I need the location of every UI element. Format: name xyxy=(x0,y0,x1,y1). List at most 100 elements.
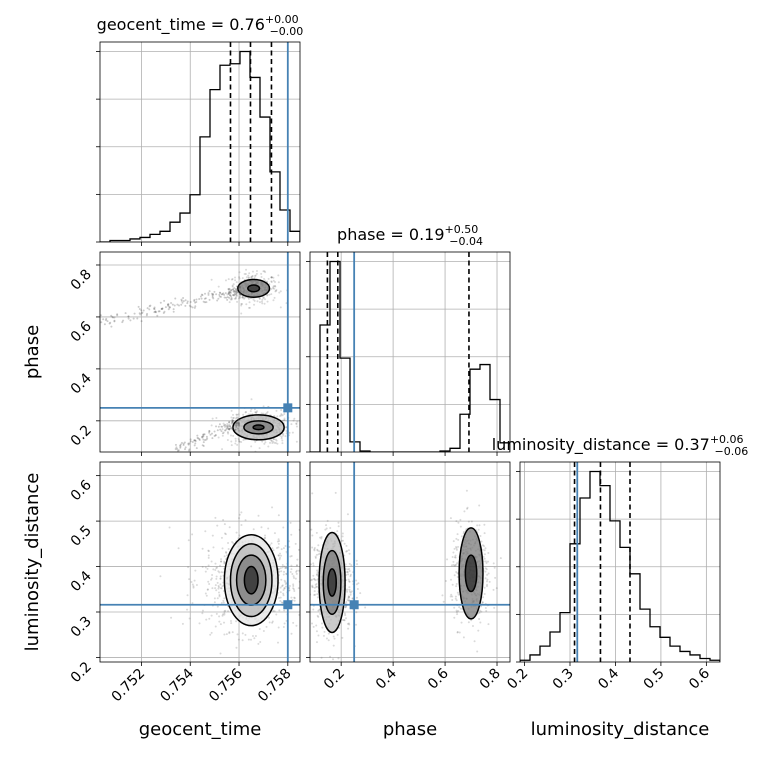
sample-point xyxy=(170,616,173,619)
panel-frame xyxy=(99,41,301,243)
sample-point xyxy=(226,426,229,429)
sample-point xyxy=(459,525,462,528)
y-tick-label: 0.6 xyxy=(68,477,95,504)
sample-point xyxy=(256,410,259,413)
sample-point xyxy=(478,609,481,612)
tail-points xyxy=(174,417,241,452)
sample-point xyxy=(280,578,283,581)
sample-point xyxy=(227,287,230,290)
sample-point xyxy=(281,442,284,445)
sample-point xyxy=(485,562,488,565)
contour-line xyxy=(464,554,478,593)
sample-point xyxy=(214,434,217,437)
sample-point xyxy=(189,438,192,441)
y-tick-label: 0.4 xyxy=(68,370,95,397)
sample-point xyxy=(312,564,315,567)
sample-point xyxy=(273,287,276,290)
hist-panel-geocent_time: geocent_time = 0.76+0.00 −0.00 xyxy=(96,13,303,243)
scatter-area xyxy=(100,462,310,662)
sample-point xyxy=(223,633,226,636)
sample-point xyxy=(307,543,309,545)
sample-point xyxy=(482,555,485,558)
sample-point xyxy=(267,277,270,280)
sample-point xyxy=(110,325,113,328)
sample-point xyxy=(104,319,107,322)
sample-point xyxy=(240,303,243,306)
sample-point xyxy=(310,563,313,566)
sample-point xyxy=(193,299,196,302)
sample-point xyxy=(256,300,259,303)
sample-point xyxy=(346,599,349,602)
sample-point xyxy=(219,623,222,626)
sample-point xyxy=(308,554,310,556)
sample-point xyxy=(234,428,237,431)
sample-point xyxy=(293,596,296,599)
sample-point xyxy=(283,587,286,590)
sample-point xyxy=(222,571,225,574)
sample-point xyxy=(236,290,239,293)
sample-point xyxy=(292,419,295,422)
sample-point xyxy=(233,290,236,293)
sample-point xyxy=(230,409,233,412)
sample-point xyxy=(194,442,197,445)
sample-point xyxy=(278,552,281,555)
sample-point xyxy=(290,423,293,426)
sample-point xyxy=(224,532,227,535)
sample-point xyxy=(234,440,237,443)
sample-point xyxy=(260,300,263,303)
sample-point xyxy=(211,417,214,420)
sample-point xyxy=(217,297,220,300)
sample-point xyxy=(257,514,260,517)
sample-point xyxy=(348,580,351,583)
sample-point xyxy=(242,296,245,299)
sample-point xyxy=(225,427,228,430)
sample-point xyxy=(301,579,303,581)
sample-point xyxy=(189,305,192,308)
sample-point xyxy=(238,286,241,289)
sample-point xyxy=(225,633,228,636)
sample-point xyxy=(348,596,351,599)
sample-point xyxy=(231,288,234,291)
sample-point xyxy=(284,581,287,584)
sample-point xyxy=(233,293,236,296)
sample-point xyxy=(220,425,223,428)
sample-point xyxy=(224,279,227,282)
sample-point xyxy=(270,276,273,279)
sample-point xyxy=(235,293,238,296)
sample-point xyxy=(276,415,279,418)
x-axis-label: luminosity_distance xyxy=(531,719,710,740)
sample-point xyxy=(350,590,353,593)
sample-point xyxy=(235,291,238,294)
sample-point xyxy=(182,442,185,445)
sample-point xyxy=(477,629,480,632)
sample-point xyxy=(316,593,319,596)
sample-point xyxy=(307,564,309,566)
sample-point xyxy=(452,563,455,566)
sample-point xyxy=(168,306,171,309)
sample-point xyxy=(179,446,182,449)
hist-area xyxy=(310,252,510,452)
sample-point xyxy=(186,608,189,611)
sample-point xyxy=(296,558,299,561)
sample-point xyxy=(302,585,304,587)
sample-point xyxy=(278,291,281,294)
sample-point xyxy=(313,593,316,596)
title-text: geocent_time = 0.76 xyxy=(97,15,265,35)
sample-point xyxy=(301,581,303,583)
sample-point xyxy=(355,579,358,582)
sample-point xyxy=(283,579,286,582)
panel-frame xyxy=(99,251,301,453)
sample-point xyxy=(280,435,283,438)
sample-point xyxy=(244,633,247,636)
sample-point xyxy=(196,436,199,439)
sample-point xyxy=(343,542,346,545)
sample-point xyxy=(314,579,317,582)
sample-point xyxy=(225,296,228,299)
sample-point xyxy=(167,305,170,308)
sample-point xyxy=(303,594,305,596)
sample-point xyxy=(262,296,265,299)
sample-point xyxy=(228,420,231,423)
sample-point xyxy=(297,587,300,590)
sample-point xyxy=(456,591,459,594)
sample-point xyxy=(207,554,210,557)
